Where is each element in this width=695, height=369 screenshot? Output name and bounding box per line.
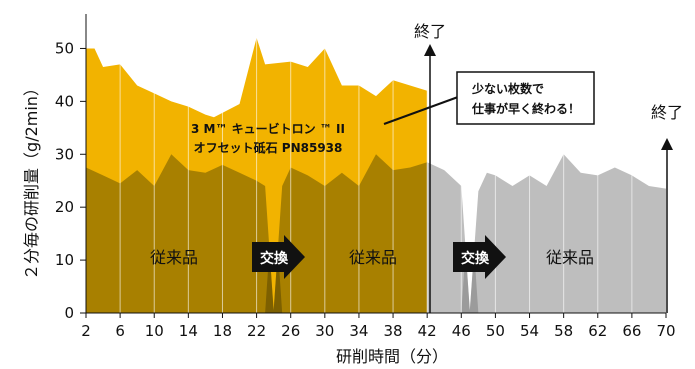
x-tick-label-14: 58	[554, 322, 573, 340]
end-arrow-2-head	[661, 138, 673, 150]
y-tick-label-0: 0	[64, 304, 74, 322]
x-tick-label-2: 10	[145, 322, 164, 340]
y-tick-label-3: 30	[55, 145, 74, 163]
x-tick-label-6: 26	[281, 322, 300, 340]
y-axis-title: ２分毎の研削量（g/2min）	[22, 80, 41, 280]
x-tick-label-5: 22	[247, 322, 266, 340]
cubitron-label-line1: 3 M™ キュービトロン ™ II	[191, 121, 345, 136]
exchange-marker-2: 交換	[453, 235, 506, 279]
callout-line2: 仕事が早く終わる！	[471, 101, 580, 116]
x-tick-label-12: 50	[486, 322, 505, 340]
end-label-2: 終了	[651, 103, 683, 122]
x-tick-label-0: 2	[81, 322, 91, 340]
x-tick-label-13: 54	[520, 322, 539, 340]
y-tick-label-5: 50	[55, 39, 74, 57]
x-tick-label-4: 18	[213, 322, 232, 340]
y-tick-label-2: 20	[55, 198, 74, 216]
end-label-1: 終了	[414, 22, 446, 41]
x-tick-label-8: 34	[349, 322, 368, 340]
grid	[119, 22, 633, 313]
x-tick-label-17: 70	[656, 322, 675, 340]
x-tick-label-15: 62	[588, 322, 607, 340]
x-tick-label-1: 6	[115, 322, 125, 340]
x-tick-label-16: 66	[622, 322, 641, 340]
x-tick-label-10: 42	[418, 322, 437, 340]
y-tick-label-1: 10	[55, 251, 74, 269]
x-tick-label-9: 38	[384, 322, 403, 340]
exchange-arrow-1	[252, 235, 305, 279]
end-marker-1: 終了	[414, 22, 446, 313]
exchange-arrow-2	[453, 235, 506, 279]
x-tick-label-3: 14	[179, 322, 198, 340]
exchange-label-2: 交換	[461, 250, 490, 267]
x-axis-title: 研削時間（分）	[336, 347, 448, 366]
x-tick-label-11: 46	[452, 322, 471, 340]
y-tick-label-4: 40	[55, 92, 74, 110]
conventional-label-3: 従来品	[546, 248, 594, 267]
callout-leader-line	[383, 96, 459, 125]
end-arrow-1-head	[424, 44, 436, 56]
end-marker-2: 終了	[651, 103, 683, 313]
callout-line1: 少ない枚数で	[471, 81, 544, 96]
exchange-label-1: 交換	[260, 250, 289, 267]
conventional-label-2: 従来品	[349, 248, 397, 267]
exchange-marker-1: 交換	[252, 235, 305, 279]
x-tick-label-7: 30	[315, 322, 334, 340]
callout-box	[456, 71, 595, 125]
cubitron-label-line2: オフセット砥石 PN85938	[194, 140, 343, 155]
conventional-label-1: 従来品	[150, 248, 198, 267]
